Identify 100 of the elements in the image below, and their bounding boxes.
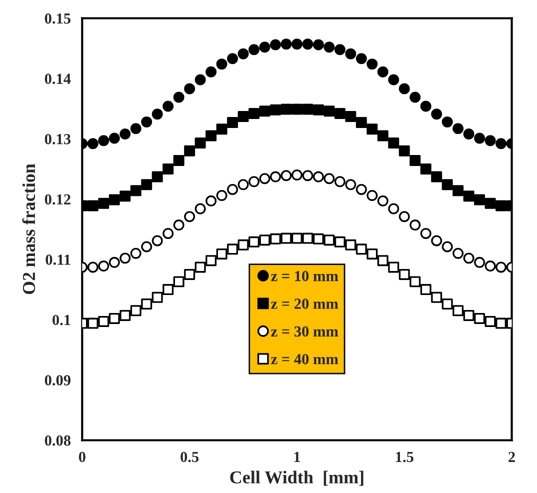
point [366, 190, 378, 201]
point [152, 171, 163, 182]
point [334, 176, 346, 188]
point [194, 203, 206, 214]
point [302, 104, 314, 115]
point [98, 135, 110, 146]
point [463, 310, 474, 321]
point [452, 123, 464, 134]
point [312, 104, 324, 116]
point [270, 233, 281, 244]
point [388, 262, 400, 273]
point [120, 252, 131, 264]
legend-label: z = 40 mm [271, 354, 338, 364]
point [496, 262, 507, 273]
point [345, 48, 356, 60]
point [227, 53, 238, 64]
point [291, 232, 302, 244]
point [130, 305, 142, 316]
point [324, 42, 335, 53]
point [216, 58, 228, 70]
point [280, 170, 292, 182]
point [216, 248, 228, 260]
point [356, 117, 367, 128]
point [484, 135, 496, 146]
y-tick-label: 0.1 [52, 314, 70, 326]
point [420, 100, 432, 112]
point [238, 111, 249, 122]
point [98, 198, 110, 209]
point [442, 241, 453, 252]
point [474, 312, 486, 324]
point [442, 179, 453, 190]
point [152, 108, 163, 120]
point [130, 248, 142, 259]
point [345, 239, 356, 250]
point [270, 104, 281, 116]
legend-label: z = 10 mm [271, 270, 338, 282]
point [377, 255, 388, 266]
point [398, 145, 410, 156]
point [141, 116, 152, 128]
legend-label: z = 20 mm [271, 298, 338, 309]
y-tick-label: 0.09 [44, 375, 70, 386]
point [388, 74, 400, 86]
x-tick-label: 0 [78, 452, 86, 462]
point [141, 179, 152, 190]
point [398, 211, 410, 222]
point [496, 318, 507, 329]
point [120, 310, 131, 321]
point [324, 234, 335, 246]
point [173, 276, 184, 288]
point [98, 316, 110, 327]
point [141, 298, 152, 310]
point [108, 194, 120, 206]
point [259, 42, 270, 53]
x-axis-title: Cell Width [mm] [230, 470, 364, 486]
point [410, 220, 421, 231]
point [87, 200, 98, 212]
point [312, 233, 324, 244]
point [356, 53, 367, 64]
point [366, 248, 378, 260]
point [377, 130, 388, 142]
point [206, 195, 217, 206]
point [108, 312, 120, 324]
point [227, 184, 238, 195]
point [420, 163, 432, 174]
point [173, 92, 184, 103]
point [324, 173, 335, 184]
point [238, 48, 249, 60]
y-axis-title: O2 mass fraction [22, 164, 36, 294]
point [474, 194, 486, 206]
point [227, 117, 238, 128]
point [120, 128, 131, 140]
y-tick-label: 0.13 [44, 134, 71, 144]
point [227, 244, 238, 255]
point [87, 318, 98, 329]
point [431, 108, 442, 120]
point [463, 128, 474, 140]
point [238, 179, 249, 190]
point [280, 232, 292, 244]
y-tick-label: 0.08 [44, 435, 71, 446]
point [302, 170, 314, 182]
point [291, 169, 302, 180]
point [248, 108, 260, 119]
point [410, 155, 421, 166]
point [184, 268, 196, 280]
point [431, 292, 442, 303]
point [334, 108, 346, 119]
point [238, 239, 249, 250]
point [452, 305, 464, 316]
point [442, 298, 453, 310]
legend-label: z = 30 mm [271, 326, 338, 337]
point [259, 234, 270, 246]
point [302, 38, 314, 50]
point [377, 195, 388, 206]
point [484, 260, 496, 272]
point [484, 316, 496, 327]
point [87, 138, 98, 150]
point [291, 38, 302, 50]
point [87, 262, 98, 273]
point [259, 106, 270, 117]
point [216, 124, 228, 135]
